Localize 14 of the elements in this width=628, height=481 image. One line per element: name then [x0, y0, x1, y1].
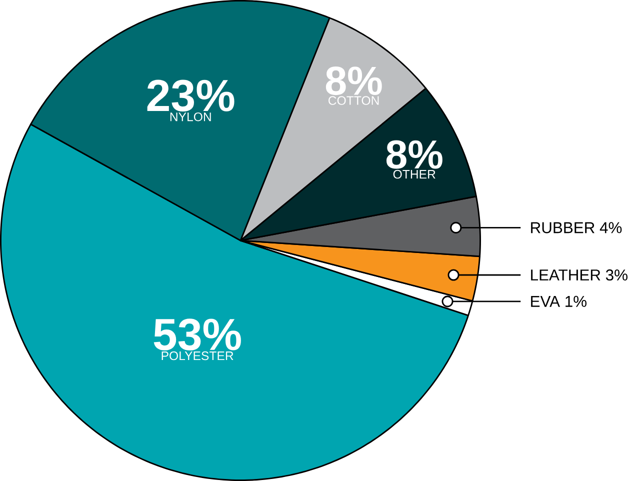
data-label: 4% [600, 222, 622, 234]
data-label: 8% [326, 66, 382, 96]
data-label: 8% [386, 140, 442, 169]
data-label: 3% [606, 269, 628, 281]
data-label: 53% [154, 318, 241, 350]
slice-label: LEATHER [531, 270, 600, 280]
data-label: 1% [566, 296, 586, 307]
slice-label: COTTON [328, 96, 379, 105]
slice-label: OTHER [393, 170, 436, 179]
slice-label: POLYESTER [162, 351, 234, 360]
data-label: 23% [147, 80, 234, 112]
slice-label: RUBBER [531, 222, 594, 234]
slice-label: EVA [531, 296, 560, 307]
slice-label: NYLON [170, 112, 211, 122]
